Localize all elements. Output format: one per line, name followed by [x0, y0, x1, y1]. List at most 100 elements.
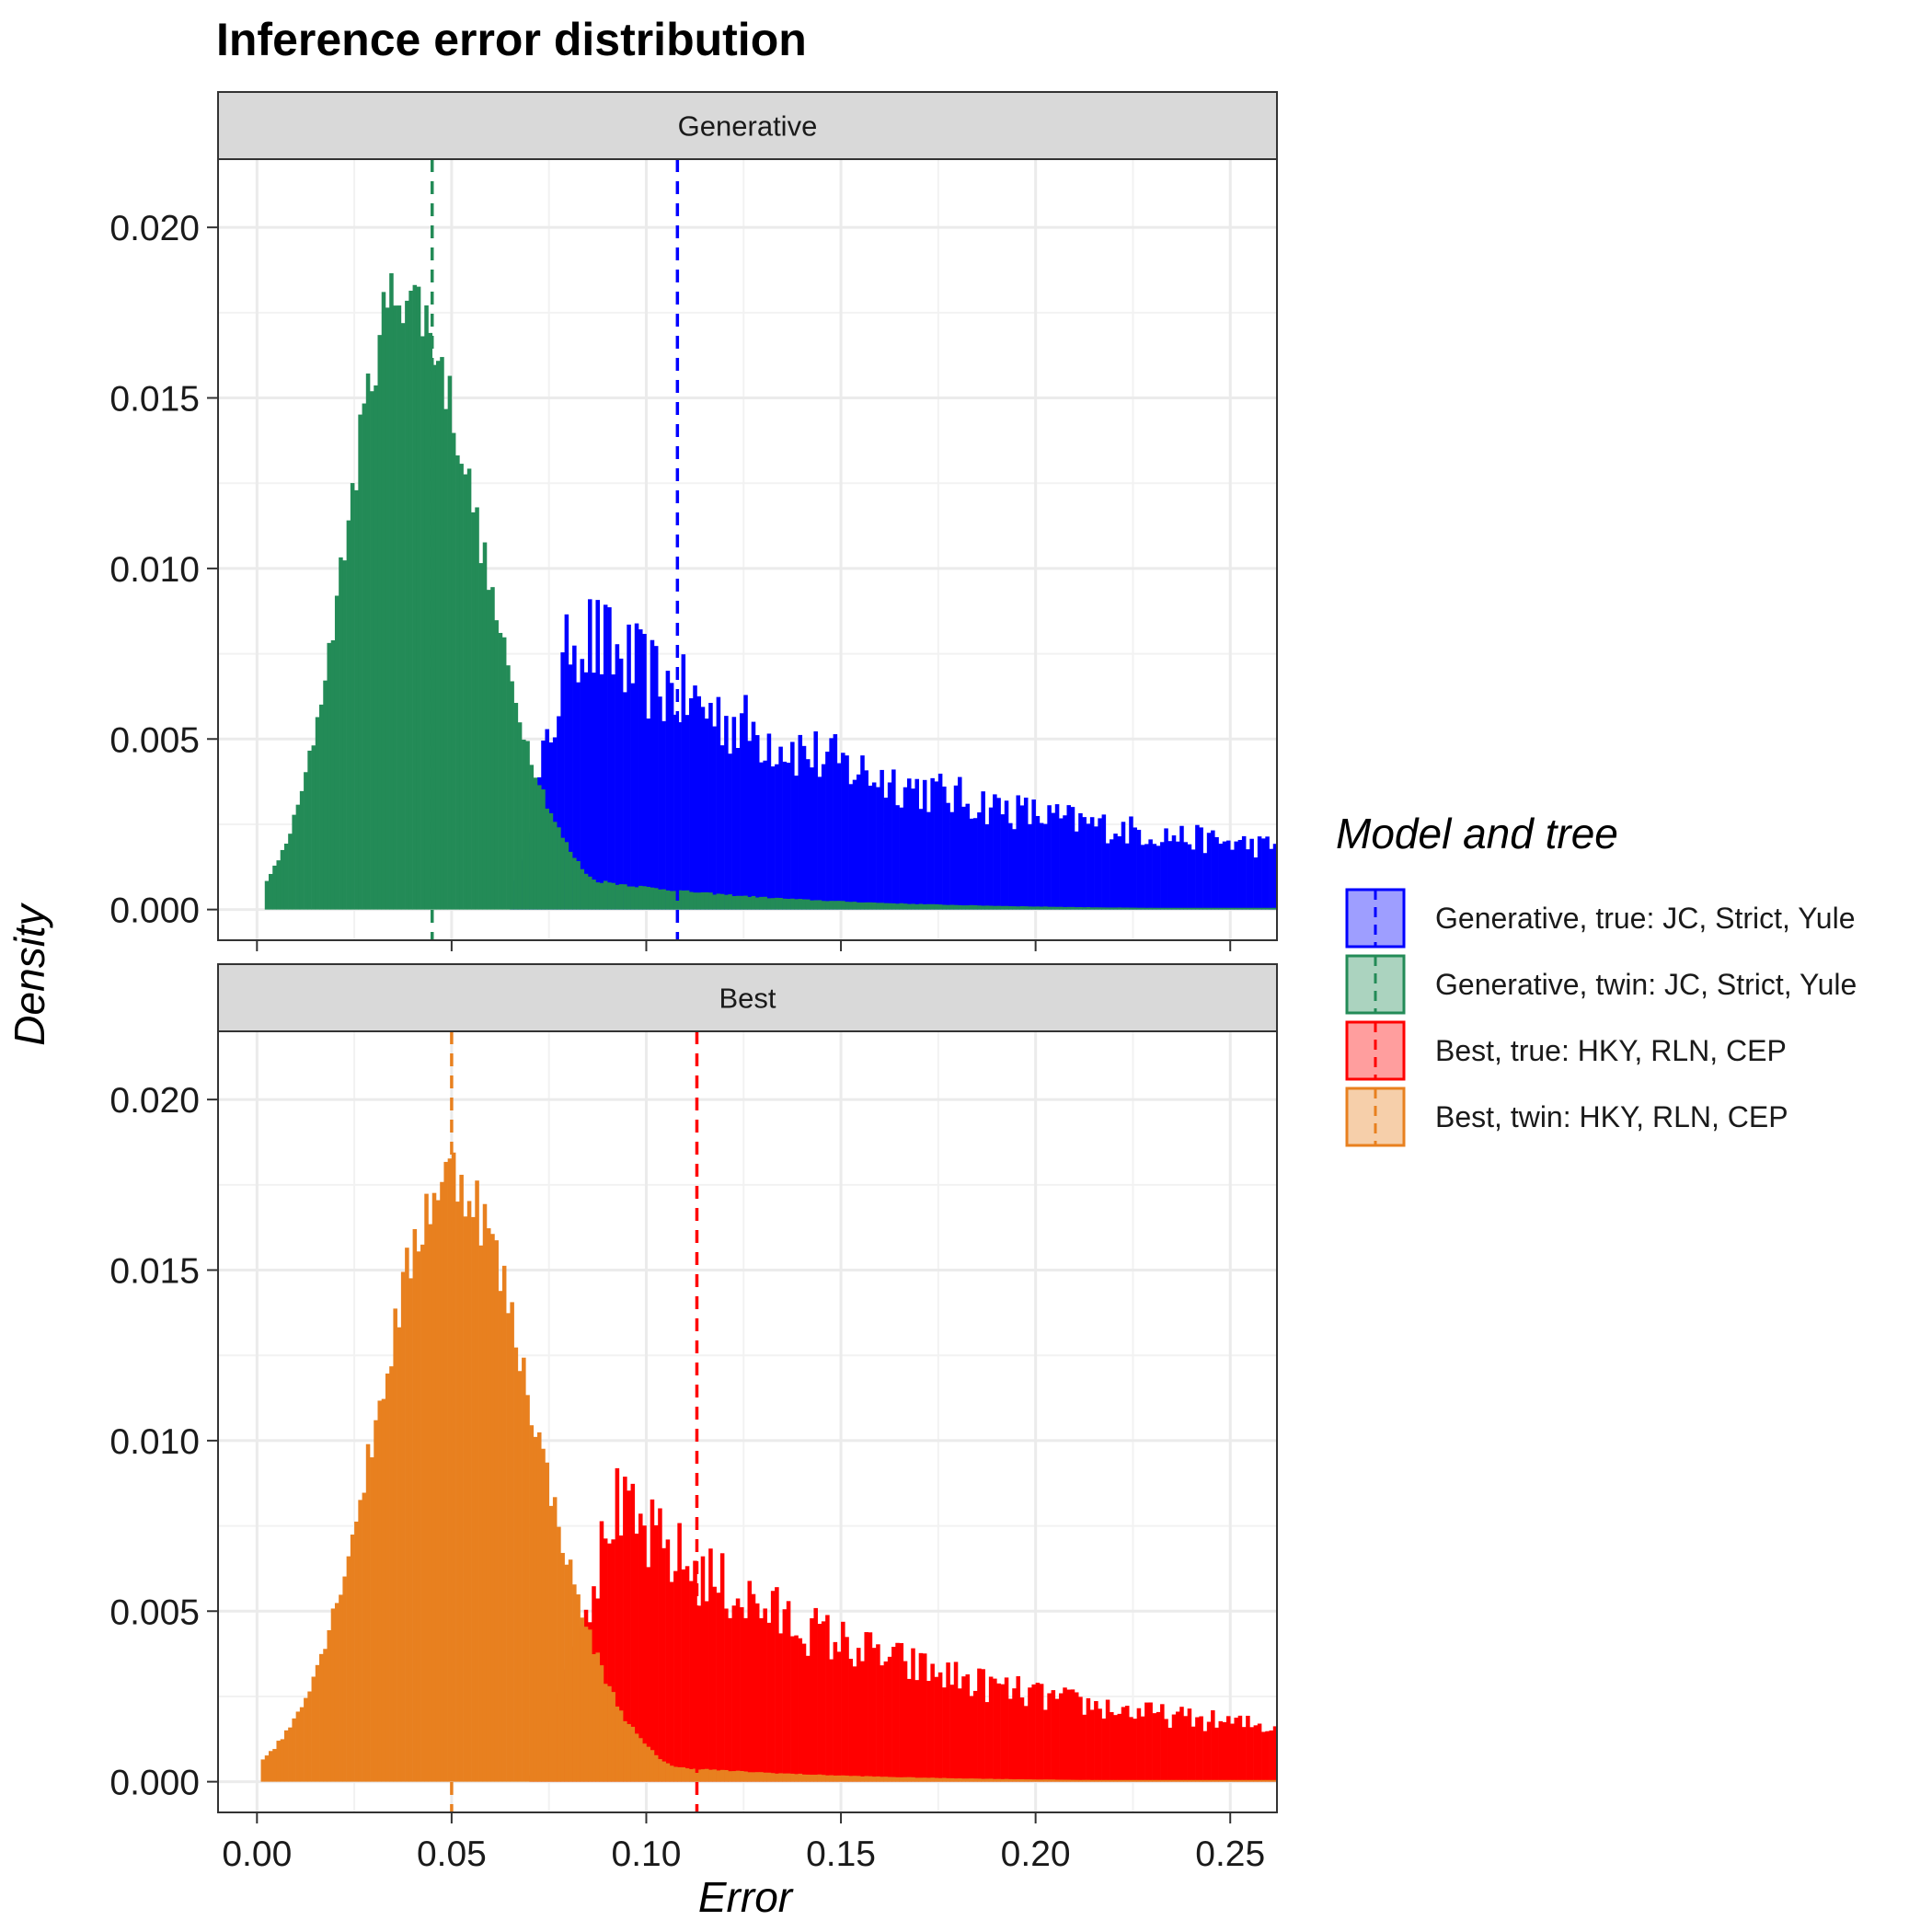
histogram-bar: [1070, 906, 1075, 910]
histogram-bar: [972, 904, 978, 910]
histogram-bar: [1098, 818, 1102, 910]
histogram-bar: [891, 1777, 896, 1782]
histogram-bar: [969, 1696, 974, 1782]
histogram-bar: [1089, 907, 1095, 910]
histogram-bar: [965, 1673, 971, 1782]
histogram-bar: [934, 903, 939, 910]
histogram-bar: [568, 664, 573, 910]
histogram-bar: [588, 876, 592, 910]
histogram-bar: [435, 1200, 441, 1782]
histogram-bar: [447, 375, 453, 910]
histogram-bar: [1249, 1779, 1254, 1782]
histogram-bar: [700, 1769, 706, 1782]
histogram-bar: [1016, 795, 1021, 910]
histogram-bar: [669, 683, 674, 910]
histogram-bar: [603, 604, 608, 910]
histogram-bar: [1218, 844, 1224, 910]
histogram-bar: [1257, 907, 1262, 910]
histogram-bar: [895, 903, 900, 910]
histogram-bar: [953, 1778, 959, 1782]
histogram-bar: [665, 1763, 671, 1782]
histogram-bar: [673, 891, 678, 910]
histogram-bar: [642, 1743, 647, 1782]
histogram-bar: [1000, 905, 1006, 910]
histogram-bar: [949, 1685, 955, 1782]
histogram-bar: [564, 842, 569, 910]
histogram-bar: [704, 891, 709, 910]
x-tick-label: 0.25: [1195, 1834, 1265, 1874]
histogram-bar: [1234, 1779, 1238, 1782]
histogram-bar: [1031, 1779, 1036, 1782]
histogram-bar: [440, 1181, 444, 1782]
histogram-bar: [775, 1587, 779, 1782]
histogram-bar: [1234, 841, 1238, 910]
histogram-bar: [1008, 822, 1013, 910]
histogram-bar: [548, 1505, 554, 1782]
histogram-bar: [443, 408, 448, 910]
histogram-bar: [751, 721, 756, 910]
histogram-bar: [1160, 842, 1165, 910]
histogram-bar: [276, 1741, 282, 1782]
histogram-bar: [1031, 799, 1036, 910]
histogram-bar: [498, 632, 503, 910]
histogram-bar: [595, 1652, 600, 1782]
histogram-bar: [801, 745, 807, 910]
histogram-bar: [946, 1777, 950, 1782]
histogram-bar: [646, 1746, 651, 1782]
histogram-bar: [638, 1738, 643, 1782]
histogram-bar: [315, 717, 320, 910]
histogram-bar: [747, 896, 753, 910]
x-tick-label: 0.00: [222, 1834, 292, 1874]
histogram-bar: [1124, 907, 1130, 910]
histogram-bar: [568, 1559, 573, 1782]
legend-item: Generative, true: JC, Strict, Yule: [1345, 888, 1856, 949]
histogram-bar: [751, 1772, 756, 1782]
histogram-bar: [845, 1775, 849, 1782]
histogram-bar: [1272, 907, 1277, 910]
histogram-bar: [428, 332, 433, 910]
histogram-bar: [1082, 1714, 1087, 1782]
histogram-bar: [374, 385, 378, 910]
histogram-bar: [1047, 906, 1052, 910]
histogram-bar: [588, 599, 592, 910]
histogram-bar: [1101, 907, 1107, 910]
histogram-bar: [740, 713, 744, 910]
histogram-bar: [704, 1768, 709, 1782]
histogram-bar: [922, 779, 927, 910]
histogram-bar: [272, 1749, 277, 1782]
histogram-bar: [1160, 1779, 1165, 1782]
histogram-bar: [981, 1778, 985, 1782]
facet-panel: Best 0.000 0.005 0.010 0.015 0.020 0.00 0.05 0.1…: [109, 963, 1278, 1874]
histogram-bar: [288, 834, 293, 910]
histogram-bar: [1082, 907, 1087, 910]
histogram-bar: [852, 1666, 857, 1782]
histogram-bar: [661, 889, 666, 910]
histogram-bar: [339, 557, 343, 910]
histogram-bar: [295, 1711, 301, 1782]
histogram-bar: [1199, 1779, 1203, 1782]
histogram-bar: [416, 1251, 421, 1782]
histogram-bar: [323, 680, 328, 910]
histogram-bar: [817, 1774, 822, 1782]
histogram-bar: [642, 634, 647, 910]
histogram-bar: [684, 715, 690, 910]
histogram-bar: [665, 671, 671, 910]
histogram-bar: [790, 1636, 795, 1782]
histogram-bar: [381, 292, 386, 910]
histogram-bar: [1117, 836, 1122, 910]
histogram-bar: [782, 761, 788, 910]
histogram-bar: [1144, 1702, 1149, 1782]
histogram-bar: [735, 1598, 741, 1782]
histogram-bar: [728, 753, 732, 910]
histogram-bar: [560, 837, 565, 910]
histogram-bar: [557, 827, 561, 910]
histogram-bar: [1133, 827, 1137, 910]
histogram-bar: [346, 520, 351, 910]
histogram-bar: [1152, 1713, 1157, 1782]
histogram-bar: [1222, 841, 1227, 910]
histogram-bar: [529, 1425, 535, 1782]
histogram-bar: [1117, 907, 1122, 910]
histogram-bar: [681, 890, 686, 910]
histogram-bar: [906, 903, 912, 910]
histogram-bar: [592, 1653, 596, 1782]
